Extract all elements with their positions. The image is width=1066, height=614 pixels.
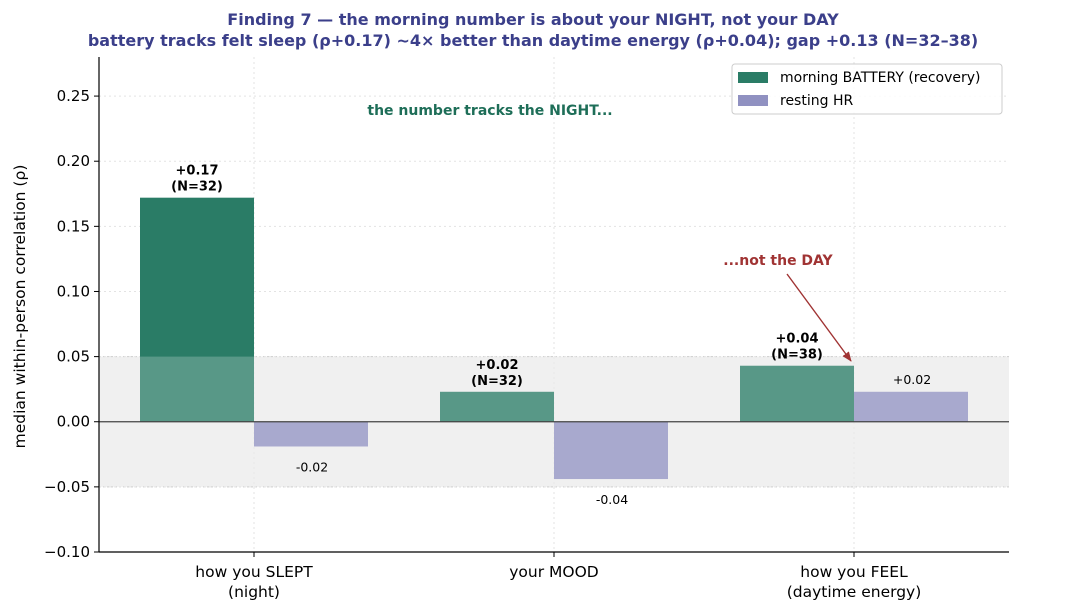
x-tick-label: how you FEEL	[800, 563, 908, 581]
y-tick-label: 0.20	[57, 152, 90, 170]
bar-value-label: +0.02	[893, 372, 931, 387]
y-tick-label: −0.10	[44, 543, 90, 561]
bar-count-label: (N=38)	[771, 348, 823, 363]
bar-battery	[740, 365, 854, 422]
legend-box	[731, 63, 1003, 115]
y-tick-label: 0.25	[57, 87, 90, 105]
bar-value-label: +0.17	[176, 164, 219, 179]
bar-resting-hr	[554, 421, 668, 480]
bar-value-label: +0.04	[776, 332, 819, 347]
bar-resting-hr	[854, 391, 968, 422]
x-tick-label: how you SLEPT	[195, 563, 313, 581]
x-tick-label: your MOOD	[509, 563, 599, 581]
legend-swatch	[738, 95, 768, 106]
annotation-day: ...not the DAY	[723, 253, 833, 269]
y-tick-label: 0.05	[57, 348, 90, 366]
bar-value-label: -0.04	[596, 492, 628, 507]
legend-label: resting HR	[780, 93, 853, 109]
y-axis-label: median within-person correlation (ρ)	[11, 165, 29, 449]
y-tick-label: 0.15	[57, 217, 90, 235]
y-tick-label: −0.05	[44, 478, 90, 496]
bar-count-label: (N=32)	[471, 374, 523, 389]
bar-battery	[140, 197, 254, 422]
annotation-night: the number tracks the NIGHT...	[367, 103, 612, 119]
chart-subtitle: battery tracks felt sleep (ρ+0.17) ~4× b…	[87, 31, 979, 50]
x-tick-label: (daytime energy)	[787, 583, 922, 601]
bar-value-label: +0.02	[476, 358, 519, 373]
bar-battery	[440, 391, 554, 422]
y-tick-label: 0.10	[57, 282, 90, 300]
legend-swatch	[738, 72, 768, 83]
y-tick-label: 0.00	[57, 413, 90, 431]
bar-value-label: -0.02	[296, 459, 328, 474]
annotation-arrow	[786, 273, 852, 362]
bar-resting-hr	[254, 421, 368, 447]
x-tick-label: (night)	[228, 583, 280, 601]
bar-count-label: (N=32)	[171, 180, 223, 195]
legend-label: morning BATTERY (recovery)	[780, 70, 981, 86]
chart-title: Finding 7 — the morning number is about …	[227, 10, 839, 29]
